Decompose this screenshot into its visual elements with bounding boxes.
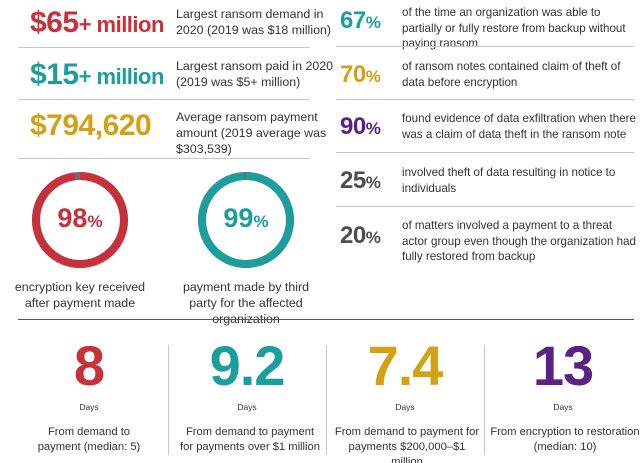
- stat-description: found evidence of data exfiltration when…: [402, 112, 636, 141]
- stat-value: $65+ million: [30, 6, 164, 39]
- ring-arc: [32, 172, 128, 268]
- stat-value: 90%: [340, 113, 381, 140]
- column-separator: [168, 345, 169, 455]
- stat-notice-to-individuals: 25% involved theft of data resulting in …: [340, 164, 635, 202]
- ring-caption: encryption key received after payment ma…: [14, 280, 146, 310]
- ring-third-party: 99% payment made by third party for the …: [183, 170, 309, 326]
- stat-description: Largest ransom paid in 2020 (2019 was $5…: [176, 59, 334, 89]
- timeline-divider: [18, 319, 634, 320]
- stat-description: involved theft of data resulting in noti…: [402, 166, 616, 195]
- stat-value: 25%: [340, 167, 381, 194]
- divider: [18, 158, 310, 159]
- timeline-demand-to-payment: 8 Days From demand to payment (median: 5…: [10, 330, 168, 463]
- ring-value: 98%: [57, 203, 103, 233]
- timeline-unit: Days: [237, 402, 257, 412]
- stat-description: of matters involved a payment to a threa…: [402, 219, 636, 263]
- stat-payment-despite-restore: 20% of matters involved a payment to a t…: [340, 217, 636, 267]
- ring-key-received: 98% encryption key received after paymen…: [15, 170, 145, 310]
- timeline-caption: From demand to payment for payments $200…: [334, 426, 480, 463]
- timeline-caption: From demand to payment (median: 5): [37, 426, 141, 453]
- timeline-caption: From encryption to restoration (median: …: [490, 426, 640, 453]
- stat-theft-claim: 70% of ransom notes contained claim of t…: [340, 58, 635, 96]
- stat-exfiltration: 90% found evidence of data exfiltration …: [340, 110, 636, 148]
- stat-restore-from-backup: 67% of the time an organization was able…: [340, 4, 635, 50]
- divider: [336, 206, 634, 207]
- column-separator: [326, 345, 327, 455]
- stat-value: 67%: [340, 7, 381, 34]
- timeline-value: 13: [532, 334, 594, 397]
- timeline-unit: Days: [395, 402, 415, 412]
- ring-chart: [198, 172, 294, 268]
- divider: [18, 99, 310, 100]
- ring-value: 99%: [223, 203, 269, 233]
- stat-description: Largest ransom demand in 2020 (2019 was …: [176, 7, 331, 37]
- divider: [336, 46, 634, 47]
- timeline-over-1-million: 9.2 Days From demand to payment for paym…: [168, 330, 326, 463]
- stat-description: Average ransom payment amount (2019 aver…: [176, 110, 327, 156]
- stat-value: 70%: [340, 61, 381, 88]
- timeline-200k-to-1-million: 7.4 Days From demand to payment for paym…: [326, 330, 484, 463]
- divider: [336, 99, 634, 100]
- timeline-unit: Days: [553, 402, 573, 412]
- stat-description: of the time an organization was able to …: [402, 6, 626, 50]
- timeline-value: 7.4: [367, 334, 444, 397]
- stat-value: $794,620: [30, 109, 152, 142]
- stat-value: $15+ million: [30, 58, 164, 91]
- divider: [18, 47, 310, 48]
- timeline-caption: From demand to payment for payments over…: [180, 426, 320, 453]
- ring-arc: [198, 172, 294, 268]
- timeline-value: 8: [73, 334, 105, 397]
- column-separator: [484, 345, 485, 455]
- stat-value: 20%: [340, 222, 381, 249]
- timeline-value: 9.2: [209, 334, 286, 397]
- stat-largest-demand: $65+ million Largest ransom demand in 20…: [30, 6, 331, 46]
- divider: [336, 152, 634, 153]
- stat-average-payment: $794,620 Average ransom payment amount (…: [30, 109, 326, 157]
- stat-description: of ransom notes contained claim of theft…: [402, 60, 621, 89]
- ring-chart: [32, 172, 128, 268]
- stat-largest-paid: $15+ million Largest ransom paid in 2020…: [30, 58, 333, 98]
- timeline-encryption-to-restoration: 13 Days From encryption to restoration (…: [484, 330, 640, 463]
- timeline-unit: Days: [79, 402, 99, 412]
